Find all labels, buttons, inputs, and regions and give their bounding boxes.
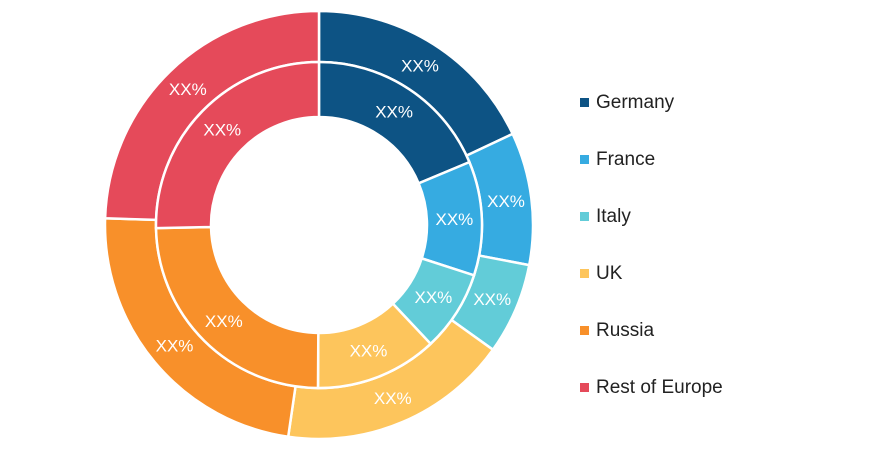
legend-label: Rest of Europe: [596, 376, 723, 398]
slice-label: XX%: [203, 121, 241, 140]
slice-label: XX%: [435, 210, 473, 229]
slice-label: XX%: [487, 192, 525, 211]
legend-label: Russia: [596, 319, 655, 341]
legend-swatch: [580, 155, 589, 164]
legend-item-italy: Italy: [580, 188, 723, 245]
legend-label: Italy: [596, 205, 631, 227]
legend-swatch: [580, 326, 589, 335]
legend-item-uk: UK: [580, 245, 723, 302]
slice-inner-rest-of-europe: [154, 60, 321, 230]
donut-slices: [103, 9, 535, 441]
legend-label: France: [596, 148, 656, 170]
slice-label: XX%: [375, 103, 413, 122]
slice-label: XX%: [205, 312, 243, 331]
donut-labels: XX% XX% XX% XX% XX% XX% XX% XX% XX% XX% XX% XX%: [156, 56, 525, 408]
legend-swatch: [580, 383, 589, 392]
slice-label: XX%: [169, 80, 207, 99]
legend-label: Germany: [596, 91, 675, 113]
chart-legend: Germany France Italy UK Russia Rest of Europe: [580, 74, 723, 416]
slice-label: XX%: [415, 288, 453, 307]
legend-swatch: [580, 269, 589, 278]
slice-label: XX%: [350, 342, 388, 361]
legend-item-rest-of-europe: Rest of Europe: [580, 359, 723, 416]
legend-label: UK: [596, 262, 623, 284]
legend-item-russia: Russia: [580, 302, 723, 359]
legend-swatch: [580, 212, 589, 221]
slice-label: XX%: [401, 56, 439, 75]
slice-label: XX%: [473, 290, 511, 309]
slice-label: XX%: [374, 389, 412, 408]
legend-item-germany: Germany: [580, 74, 723, 131]
slice-label: XX%: [156, 337, 194, 356]
legend-item-france: France: [580, 131, 723, 188]
legend-swatch: [580, 98, 589, 107]
